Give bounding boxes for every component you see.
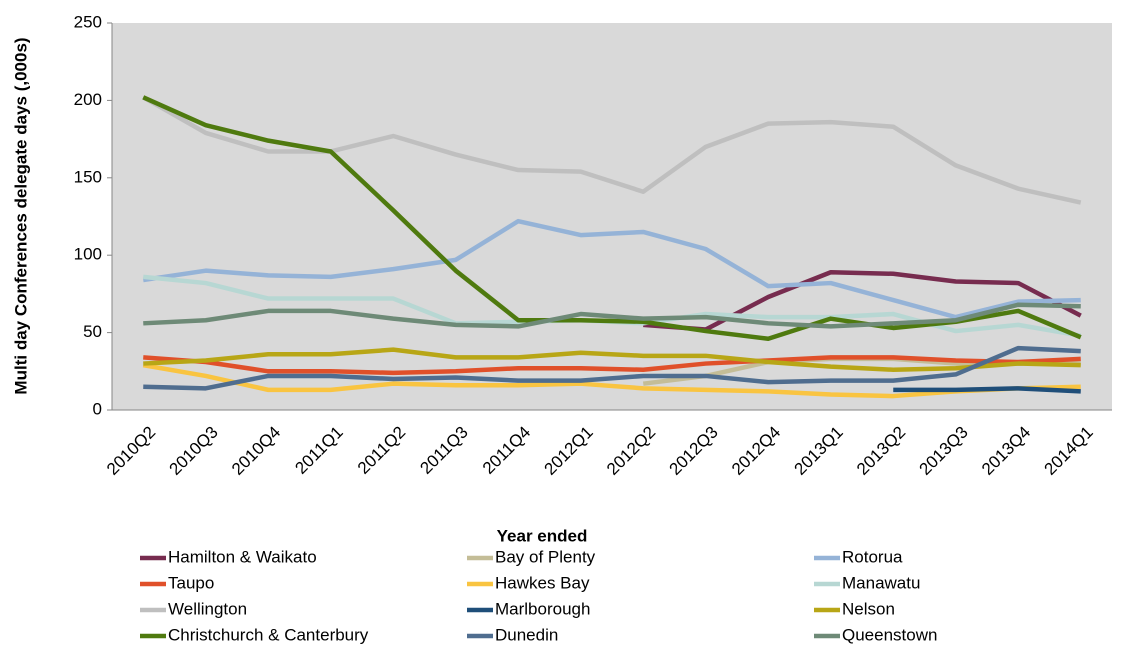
x-tick-label: 2010Q3 [166, 423, 222, 479]
series-line [643, 269, 1082, 332]
x-tick-label: 2013Q4 [978, 423, 1034, 479]
series-line [143, 355, 1081, 376]
x-tick-label: 2012Q2 [603, 423, 659, 479]
y-axis-title: Multi day Conferences delegate days (,00… [11, 37, 30, 394]
series-line [142, 95, 1082, 205]
legend-label: Christchurch & Canterbury [168, 625, 369, 644]
plot-area [112, 23, 1112, 410]
series-line [142, 362, 1081, 399]
series-line [143, 302, 1081, 329]
x-tick-label: 2012Q4 [728, 423, 784, 479]
series-line [893, 386, 1081, 394]
series-line [143, 347, 1081, 373]
x-tick-label: 2011Q1 [291, 423, 346, 478]
x-tick-label: 2013Q2 [853, 423, 909, 479]
y-tick-label: 150 [74, 167, 102, 186]
series-line [142, 218, 1081, 320]
y-tick-label: 200 [74, 90, 102, 109]
x-tick-label: 2013Q1 [791, 423, 847, 479]
y-tick-label: 0 [93, 399, 102, 418]
x-tick-label: 2013Q3 [916, 423, 972, 479]
legend-label: Manawatu [842, 573, 920, 592]
x-tick-label: 2011Q3 [416, 423, 471, 478]
legend-label: Wellington [168, 599, 247, 618]
legend-label: Bay of Plenty [495, 547, 596, 566]
x-tick-label: 2010Q4 [228, 423, 284, 479]
legend-label: Dunedin [495, 625, 558, 644]
x-tick-label: 2012Q1 [541, 423, 597, 479]
legend-label: Hawkes Bay [495, 573, 590, 592]
series-line [142, 95, 1082, 342]
x-tick-label: 2014Q1 [1041, 423, 1097, 479]
x-tick-label: 2011Q4 [479, 423, 534, 478]
y-tick-label: 100 [74, 245, 102, 264]
legend-label: Taupo [168, 573, 214, 592]
legend-label: Rotorua [842, 547, 903, 566]
legend-label: Queenstown [842, 625, 937, 644]
y-tick-label: 250 [74, 12, 102, 31]
y-tick-label: 50 [83, 322, 102, 341]
x-tick-label: 2011Q2 [354, 423, 409, 478]
legend-label: Nelson [842, 599, 895, 618]
x-axis-title: Year ended [497, 526, 588, 545]
legend-label: Marlborough [495, 599, 590, 618]
x-tick-label: 2012Q3 [666, 423, 722, 479]
legend-label: Hamilton & Waikato [168, 547, 317, 566]
series-line [143, 345, 1081, 391]
x-tick-label: 2010Q2 [103, 423, 159, 479]
